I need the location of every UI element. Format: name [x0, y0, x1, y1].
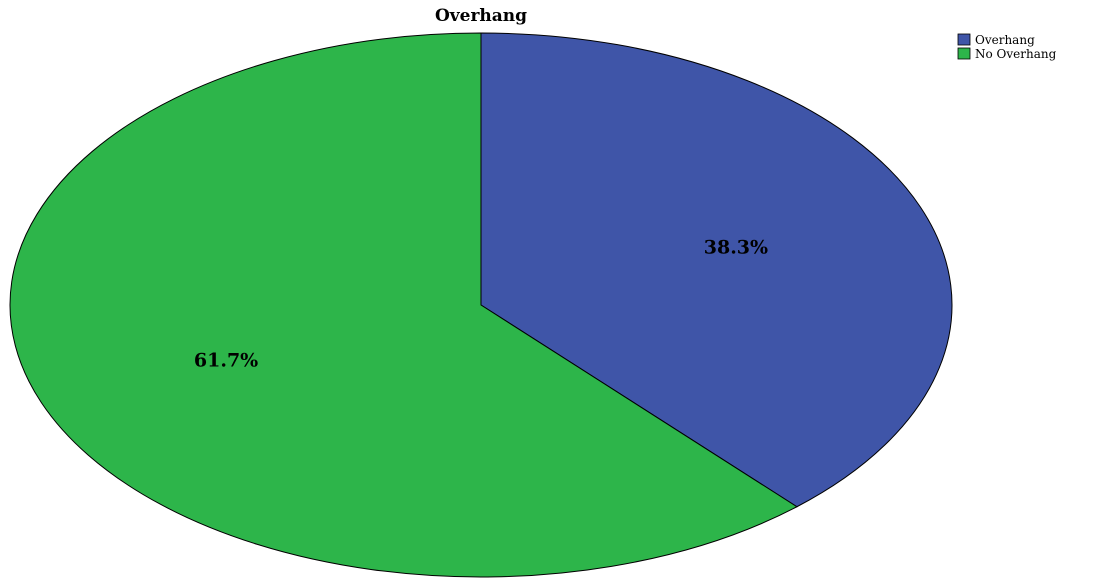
legend-label-no-overhang: No Overhang — [975, 47, 1057, 61]
legend-item-no-overhang: No Overhang — [957, 47, 1057, 61]
slice-label-overhang: 38.3% — [704, 236, 768, 258]
slice-overhang — [480, 32, 953, 508]
legend-item-overhang: Overhang — [957, 33, 1035, 47]
pie-slices — [9, 32, 953, 578]
legend: Overhang No Overhang — [957, 33, 1057, 61]
slice-no-overhang — [9, 32, 798, 578]
legend-swatch-overhang — [957, 33, 971, 46]
pie-slice-labels: 38.3% 61.7% — [194, 236, 768, 371]
slice-label-no-overhang: 61.7% — [194, 350, 258, 372]
legend-label-overhang: Overhang — [975, 33, 1035, 47]
chart-title: Overhang — [435, 6, 527, 26]
legend-swatch-no-overhang — [957, 47, 971, 60]
